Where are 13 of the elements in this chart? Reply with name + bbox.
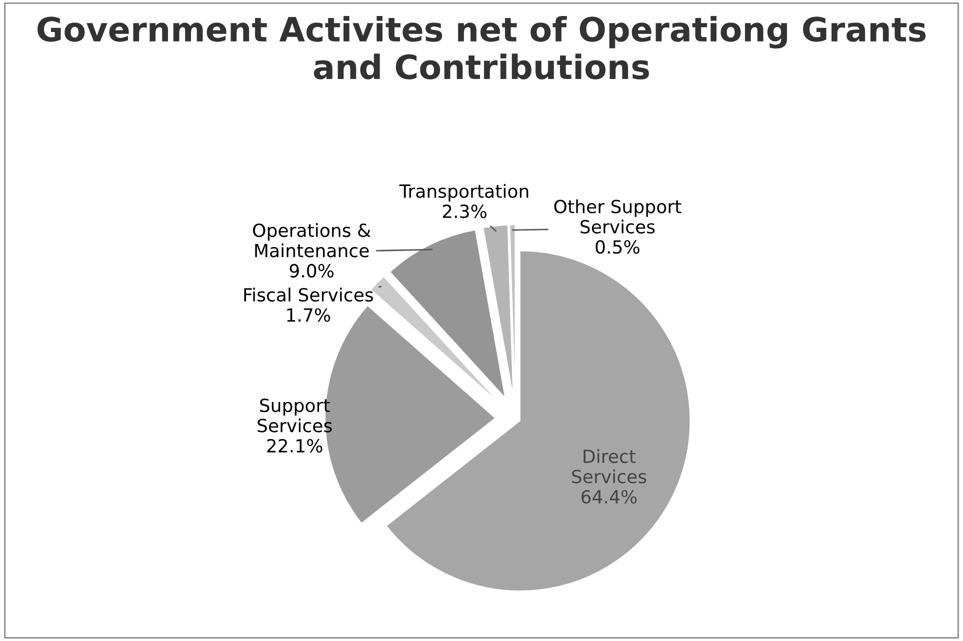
slice-label: Transportation — [399, 184, 528, 202]
slice-label: Direct Services — [572, 449, 646, 484]
slice-label: Operations & Maintenance — [253, 223, 371, 258]
data-label: 64.4% — [582, 490, 637, 504]
data-label: 9.0% — [290, 264, 334, 278]
slice-label: Fiscal Services — [244, 288, 373, 302]
data-label: 1.7% — [287, 308, 330, 322]
slice-label: Other Support Services — [554, 199, 682, 234]
data-label: 0.5% — [596, 240, 640, 254]
chart-title: Government Activites net of Operationg Grants and Contributions — [38, 16, 926, 80]
data-label: 22.1% — [267, 438, 322, 453]
slice-label: Support Services — [258, 398, 332, 432]
data-label: 2.3% — [442, 204, 486, 218]
